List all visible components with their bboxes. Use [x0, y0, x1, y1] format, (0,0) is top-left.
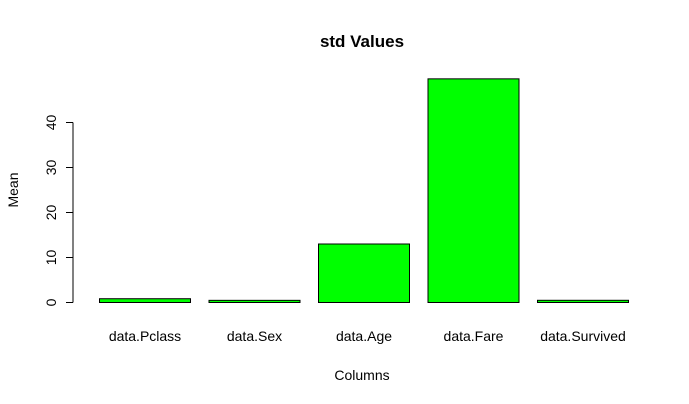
x-tick-label: data.Pclass [109, 328, 181, 344]
y-tick-label: 0 [43, 298, 59, 306]
chart-title: std Values [320, 32, 404, 51]
x-tick-label: data.Survived [540, 328, 626, 344]
x-axis-label: Columns [334, 367, 389, 383]
bars [99, 78, 629, 304]
x-tick-label: data.Fare [444, 328, 504, 344]
y-axis: 0 10 20 30 40 [43, 115, 74, 306]
bar-data-fare [427, 78, 520, 303]
y-tick-label: 10 [43, 250, 59, 266]
x-tick-label: data.Age [336, 328, 392, 344]
category-labels: data.Pclass data.Sex data.Age data.Fare data… [109, 328, 626, 344]
y-tick-label: 30 [43, 160, 59, 176]
y-tick-label: 20 [43, 205, 59, 221]
bar-data-survived [537, 299, 629, 304]
bar-data-sex [208, 299, 301, 303]
y-tick-label: 40 [43, 115, 59, 131]
y-axis-label: Mean [5, 172, 21, 207]
x-tick-label: data.Sex [227, 328, 282, 344]
bar-data-age [318, 243, 410, 303]
bar-data-pclass [99, 298, 191, 304]
